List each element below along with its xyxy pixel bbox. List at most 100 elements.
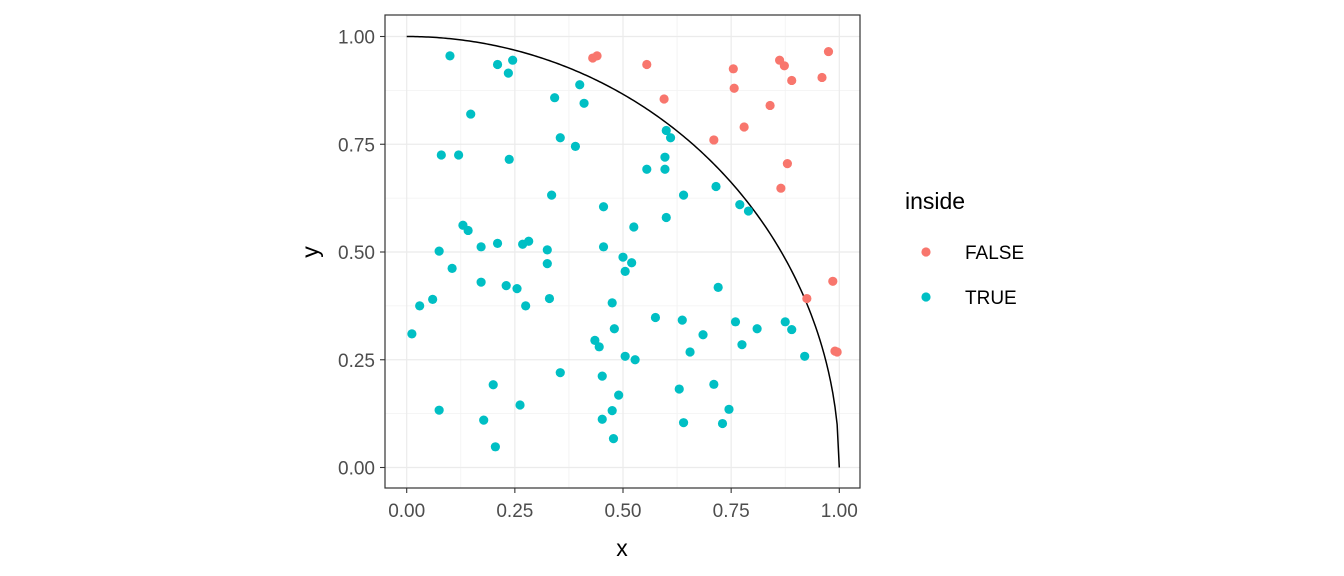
point-false — [787, 75, 797, 86]
point-true — [717, 418, 728, 429]
point-false — [728, 64, 738, 74]
y-tick-label: 1.00 — [338, 28, 375, 49]
point-true — [661, 212, 671, 223]
point-false — [782, 159, 792, 169]
legend-label-false: FALSE — [965, 243, 1024, 264]
point-true — [787, 324, 797, 335]
legend-title: inside — [905, 188, 965, 214]
point-true — [555, 133, 565, 143]
point-false — [828, 276, 838, 286]
y-tick-label: 0.50 — [338, 243, 375, 264]
point-true — [660, 152, 670, 162]
point-true — [428, 294, 438, 305]
quarter-circle-layer — [406, 35, 841, 468]
point-true — [447, 263, 457, 273]
point-false — [817, 72, 827, 83]
point-true — [466, 109, 476, 119]
point-true — [678, 418, 689, 428]
point-true — [630, 355, 640, 365]
point-true — [407, 329, 417, 339]
point-true — [515, 400, 525, 410]
point-true — [508, 55, 518, 65]
legend-key-false — [921, 247, 931, 257]
point-true — [594, 342, 604, 352]
point-false — [739, 122, 749, 132]
point-true — [503, 68, 513, 78]
point-true — [674, 384, 684, 394]
x-tick-label: 0.50 — [605, 501, 642, 522]
x-tick-label: 1.00 — [821, 501, 858, 522]
quarter-circle-curve — [406, 35, 841, 468]
point-true — [620, 351, 630, 361]
point-false — [802, 293, 812, 304]
point-true — [607, 298, 617, 308]
point-true — [597, 414, 607, 424]
point-true — [490, 442, 500, 452]
point-true — [570, 141, 581, 152]
point-true — [665, 133, 676, 143]
point-true — [724, 404, 734, 414]
point-true — [521, 301, 531, 311]
legend-label-true: TRUE — [965, 288, 1017, 309]
point-true — [501, 281, 511, 291]
grid — [385, 15, 860, 488]
x-axis-title: x — [616, 535, 628, 561]
point-true — [780, 317, 790, 327]
point-false — [832, 347, 842, 357]
legend: inside FALSE TRUE — [905, 188, 1024, 309]
point-true — [711, 181, 721, 192]
point-true — [512, 284, 522, 294]
y-tick-label: 0.25 — [338, 351, 375, 372]
y-axis-title: y — [297, 246, 323, 258]
point-true — [607, 406, 617, 416]
point-true — [492, 238, 503, 248]
point-true — [579, 98, 589, 108]
point-true — [434, 246, 444, 256]
point-true — [492, 59, 503, 70]
point-true — [618, 252, 628, 262]
y-tick-label: 0.00 — [338, 459, 375, 480]
point-false — [779, 61, 789, 71]
point-true — [598, 242, 609, 252]
point-true — [629, 222, 639, 232]
point-true — [454, 150, 464, 160]
point-true — [547, 190, 557, 200]
point-true — [555, 368, 565, 378]
point-true — [463, 225, 473, 236]
point-true — [476, 277, 486, 287]
point-true — [735, 199, 745, 210]
point-true — [713, 282, 723, 292]
y-tick-label: 0.75 — [338, 135, 375, 156]
point-false — [642, 59, 652, 70]
x-tick-label: 0.75 — [713, 501, 750, 522]
point-true — [730, 317, 741, 327]
point-true — [685, 347, 695, 357]
point-false — [765, 100, 775, 111]
point-true — [614, 390, 624, 400]
point-true — [660, 164, 670, 174]
point-true — [488, 380, 498, 390]
point-true — [542, 259, 552, 269]
point-true — [661, 125, 671, 136]
point-true — [800, 351, 810, 361]
point-true — [575, 80, 585, 90]
point-true — [650, 312, 661, 323]
y-axis: 0.00 0.25 0.50 0.75 1.00 — [338, 28, 385, 480]
point-false — [659, 94, 669, 104]
point-true — [609, 324, 619, 334]
point-true — [677, 315, 687, 325]
x-tick-label: 0.00 — [388, 501, 425, 522]
legend-key-true — [921, 292, 931, 302]
point-true — [598, 202, 609, 212]
point-true — [550, 93, 560, 103]
point-true — [476, 242, 486, 252]
point-false — [823, 46, 834, 57]
point-true — [698, 330, 708, 340]
point-true — [436, 150, 446, 160]
point-true — [608, 434, 619, 444]
x-tick-label: 0.25 — [496, 501, 533, 522]
point-false — [776, 183, 786, 193]
point-true — [590, 335, 600, 345]
point-true — [504, 154, 514, 164]
